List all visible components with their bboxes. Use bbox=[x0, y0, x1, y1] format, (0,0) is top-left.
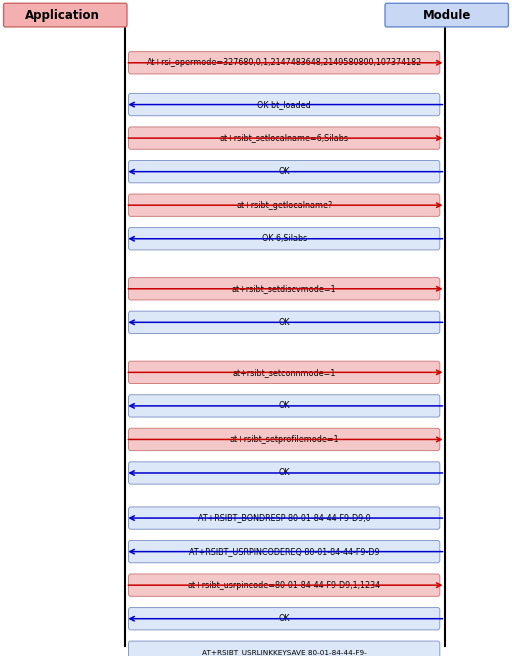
Text: At+rsi_opermode=327680,0,1,2147483648,2149580800,107374182: At+rsi_opermode=327680,0,1,2147483648,21… bbox=[146, 58, 422, 68]
FancyBboxPatch shape bbox=[129, 428, 440, 451]
Text: OK bt_loaded: OK bt_loaded bbox=[258, 100, 311, 109]
FancyBboxPatch shape bbox=[129, 607, 440, 630]
Text: Application: Application bbox=[25, 9, 100, 22]
FancyBboxPatch shape bbox=[129, 93, 440, 115]
FancyBboxPatch shape bbox=[129, 507, 440, 529]
FancyBboxPatch shape bbox=[129, 361, 440, 384]
FancyBboxPatch shape bbox=[385, 3, 508, 27]
FancyBboxPatch shape bbox=[129, 574, 440, 596]
Text: AT+RSIBT_USRPINCODEREQ 80-01-84-44-F9-D9: AT+RSIBT_USRPINCODEREQ 80-01-84-44-F9-D9 bbox=[189, 547, 379, 556]
FancyBboxPatch shape bbox=[129, 127, 440, 150]
Text: OK: OK bbox=[279, 318, 290, 327]
FancyBboxPatch shape bbox=[129, 194, 440, 216]
Text: OK: OK bbox=[279, 614, 290, 623]
FancyBboxPatch shape bbox=[129, 541, 440, 563]
Text: AT+RSIBT_USRLINKKEYSAVE 80-01-84-44-F9-
D9,2F,F,C8,9,2,B8,1D,B6,3,F0,A,B6,B4,6E,: AT+RSIBT_USRLINKKEYSAVE 80-01-84-44-F9- … bbox=[197, 649, 371, 656]
FancyBboxPatch shape bbox=[129, 228, 440, 250]
Text: OK: OK bbox=[279, 468, 290, 478]
FancyBboxPatch shape bbox=[129, 277, 440, 300]
Text: at+rsibt_setdiscvmode=1: at+rsibt_setdiscvmode=1 bbox=[232, 284, 336, 293]
FancyBboxPatch shape bbox=[129, 395, 440, 417]
Text: OK 6,Silabs: OK 6,Silabs bbox=[262, 234, 307, 243]
Text: at+rsibt_getlocalname?: at+rsibt_getlocalname? bbox=[236, 201, 332, 210]
FancyBboxPatch shape bbox=[129, 311, 440, 333]
FancyBboxPatch shape bbox=[129, 462, 440, 484]
Text: at+rsibt_usrpincode=80-01-84-44-F9-D9,1,1234: at+rsibt_usrpincode=80-01-84-44-F9-D9,1,… bbox=[187, 581, 381, 590]
Text: OK: OK bbox=[279, 401, 290, 411]
FancyBboxPatch shape bbox=[4, 3, 127, 27]
FancyBboxPatch shape bbox=[129, 641, 440, 656]
FancyBboxPatch shape bbox=[129, 52, 440, 74]
Text: at+rsibt_setprofilemode=1: at+rsibt_setprofilemode=1 bbox=[229, 435, 339, 444]
Text: Module: Module bbox=[422, 9, 471, 22]
Text: OK: OK bbox=[279, 167, 290, 176]
Text: at+rsibt_setlocalname=6,Silabs: at+rsibt_setlocalname=6,Silabs bbox=[220, 134, 349, 142]
Text: at+rsibt_setconnmode=1: at+rsibt_setconnmode=1 bbox=[232, 368, 336, 377]
Text: AT+RSIBT_BONDRESP 80-01-84-44-F9-D9,0: AT+RSIBT_BONDRESP 80-01-84-44-F9-D9,0 bbox=[198, 514, 371, 523]
FancyBboxPatch shape bbox=[129, 161, 440, 183]
